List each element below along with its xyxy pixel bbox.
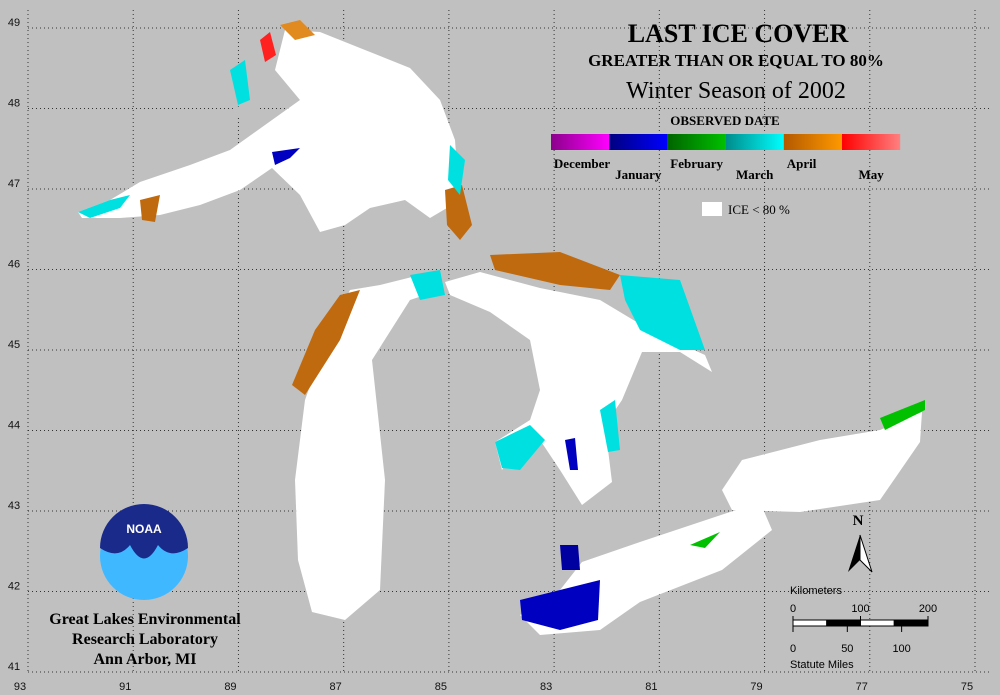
ice-edge	[565, 438, 578, 470]
lon-label: 91	[119, 681, 131, 693]
scale-km-tick: 0	[790, 603, 796, 615]
compass-arrow	[848, 535, 860, 572]
scale-mile-tick: 0	[790, 643, 796, 655]
ice-edge	[495, 425, 545, 470]
scale-km-label: Kilometers	[790, 585, 842, 597]
legend-label: April	[787, 156, 817, 171]
lat-label: 45	[8, 339, 20, 351]
lon-label: 87	[330, 681, 342, 693]
legend-swatch	[667, 134, 726, 150]
credit: Great Lakes Environmental	[49, 611, 241, 628]
compass-arrow	[859, 534, 873, 573]
ice-edge	[600, 400, 620, 452]
ice-edge	[620, 275, 705, 350]
lon-label: 81	[645, 681, 657, 693]
logo	[100, 504, 188, 559]
ice-edge	[280, 20, 315, 40]
legend-label: January	[615, 167, 662, 182]
ice-edge	[230, 60, 250, 105]
ice-edge	[880, 400, 925, 430]
scale-segment	[860, 619, 895, 627]
lon-label: 79	[750, 681, 762, 693]
legend-swatch	[609, 134, 668, 150]
ice-edge	[448, 145, 465, 195]
ice-edge	[490, 252, 620, 290]
legend-label: December	[554, 156, 611, 171]
lon-label: 89	[224, 681, 236, 693]
lon-label: 77	[856, 681, 868, 693]
lon-label: 83	[540, 681, 552, 693]
lat-label: 49	[8, 17, 20, 29]
ice-edge	[520, 580, 600, 630]
lat-label: 44	[8, 420, 20, 432]
ice-edge	[292, 290, 360, 395]
legend: December January February March April May	[551, 134, 901, 182]
lat-label: 43	[8, 500, 20, 512]
subtitle: GREATER THAN OR EQUAL TO 80%	[588, 51, 884, 70]
ice-edge	[690, 532, 720, 548]
scale-segment	[893, 619, 929, 627]
scale-segment	[792, 619, 828, 627]
lat-label: 41	[8, 661, 20, 673]
legend-swatch	[783, 134, 842, 150]
lat-label: 47	[8, 178, 20, 190]
legend-swatch	[551, 134, 610, 150]
title: LAST ICE COVER	[628, 19, 849, 48]
logo-text: NOAA	[126, 522, 162, 536]
scale-bar: Kilometers Statute Miles 0 100 200 0 50 100	[790, 585, 937, 671]
compass-label: N	[853, 513, 864, 529]
lon-label: 93	[14, 681, 26, 693]
lon-label: 75	[961, 681, 973, 693]
ice-edge	[78, 195, 130, 218]
scale-km-tick: 200	[919, 603, 937, 615]
ice-edge	[410, 270, 445, 300]
ice-edge	[445, 185, 472, 240]
legend-label: May	[858, 167, 884, 182]
legend-label: March	[736, 167, 774, 182]
island	[230, 96, 268, 118]
scale-mile-tick: 50	[841, 643, 853, 655]
no-ice-label: ICE < 80 %	[728, 202, 790, 217]
legend-swatch	[842, 134, 901, 150]
legend-title: OBSERVED DATE	[670, 113, 779, 128]
lat-label: 48	[8, 98, 20, 110]
scale-mile-label: Statute Miles	[790, 659, 854, 671]
scale-segment	[826, 619, 861, 627]
no-ice-swatch	[702, 202, 722, 216]
legend-swatch	[725, 134, 784, 150]
credit: Ann Arbor, MI	[94, 651, 197, 668]
ice-edge	[140, 195, 160, 222]
legend-label: February	[670, 156, 723, 171]
lake-michigan	[295, 275, 440, 620]
credit: Research Laboratory	[72, 631, 218, 648]
lake-ontario	[722, 412, 922, 512]
ice-edge	[272, 148, 300, 165]
ice-edge	[560, 545, 580, 570]
ice-edge	[260, 32, 276, 62]
lat-label: 46	[8, 259, 20, 271]
season: Winter Season of 2002	[626, 78, 846, 104]
lake-superior	[78, 30, 458, 232]
lat-label: 42	[8, 581, 20, 593]
scale-mile-tick: 100	[892, 643, 910, 655]
lon-label: 85	[435, 681, 447, 693]
scale-km-tick: 100	[851, 603, 869, 615]
